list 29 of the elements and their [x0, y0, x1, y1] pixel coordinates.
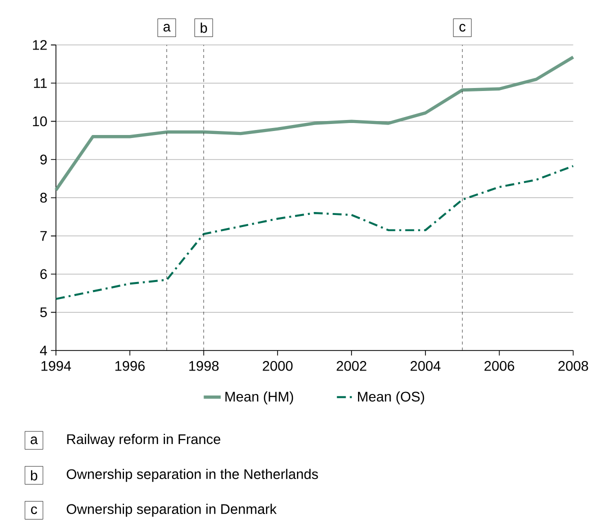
- x-tick-label: 2000: [262, 360, 293, 371]
- x-tick-label: 2008: [558, 360, 588, 371]
- ref-line-label: c: [459, 24, 466, 32]
- x-tick-label: 1996: [115, 360, 145, 371]
- ref-line-label: a: [163, 24, 171, 32]
- y-tick-label: 7: [40, 231, 47, 241]
- y-tick-label: 11: [34, 78, 47, 88]
- text: c: [31, 506, 38, 514]
- x-tick-label: 2004: [410, 360, 440, 371]
- y-tick-label: 9: [40, 154, 47, 164]
- y-tick-label: 12: [32, 40, 47, 50]
- text: b: [30, 470, 38, 480]
- y-tick-label: 6: [40, 269, 47, 279]
- text: a: [30, 436, 38, 444]
- x-tick-label: 1994: [41, 360, 71, 371]
- line-series: [54, 55, 575, 192]
- text: Ownership separation in Denmark: [66, 504, 277, 517]
- x-tick-label: 2002: [336, 360, 366, 371]
- y-tick-label: 4: [40, 346, 48, 356]
- x-tick-label: 2006: [484, 360, 514, 371]
- legend-label: Mean (HM): [225, 391, 294, 404]
- text: Railway reform in France: [67, 434, 220, 447]
- y-tick-label: 8: [40, 192, 47, 203]
- legend-label: Mean (OS): [358, 391, 424, 404]
- y-tick-label: 5: [40, 307, 47, 318]
- x-tick-label: 1998: [189, 360, 219, 371]
- ref-line-label: b: [200, 22, 208, 33]
- text: Ownership separation in the Netherlands: [66, 468, 318, 482]
- y-tick-label: 10: [32, 116, 47, 126]
